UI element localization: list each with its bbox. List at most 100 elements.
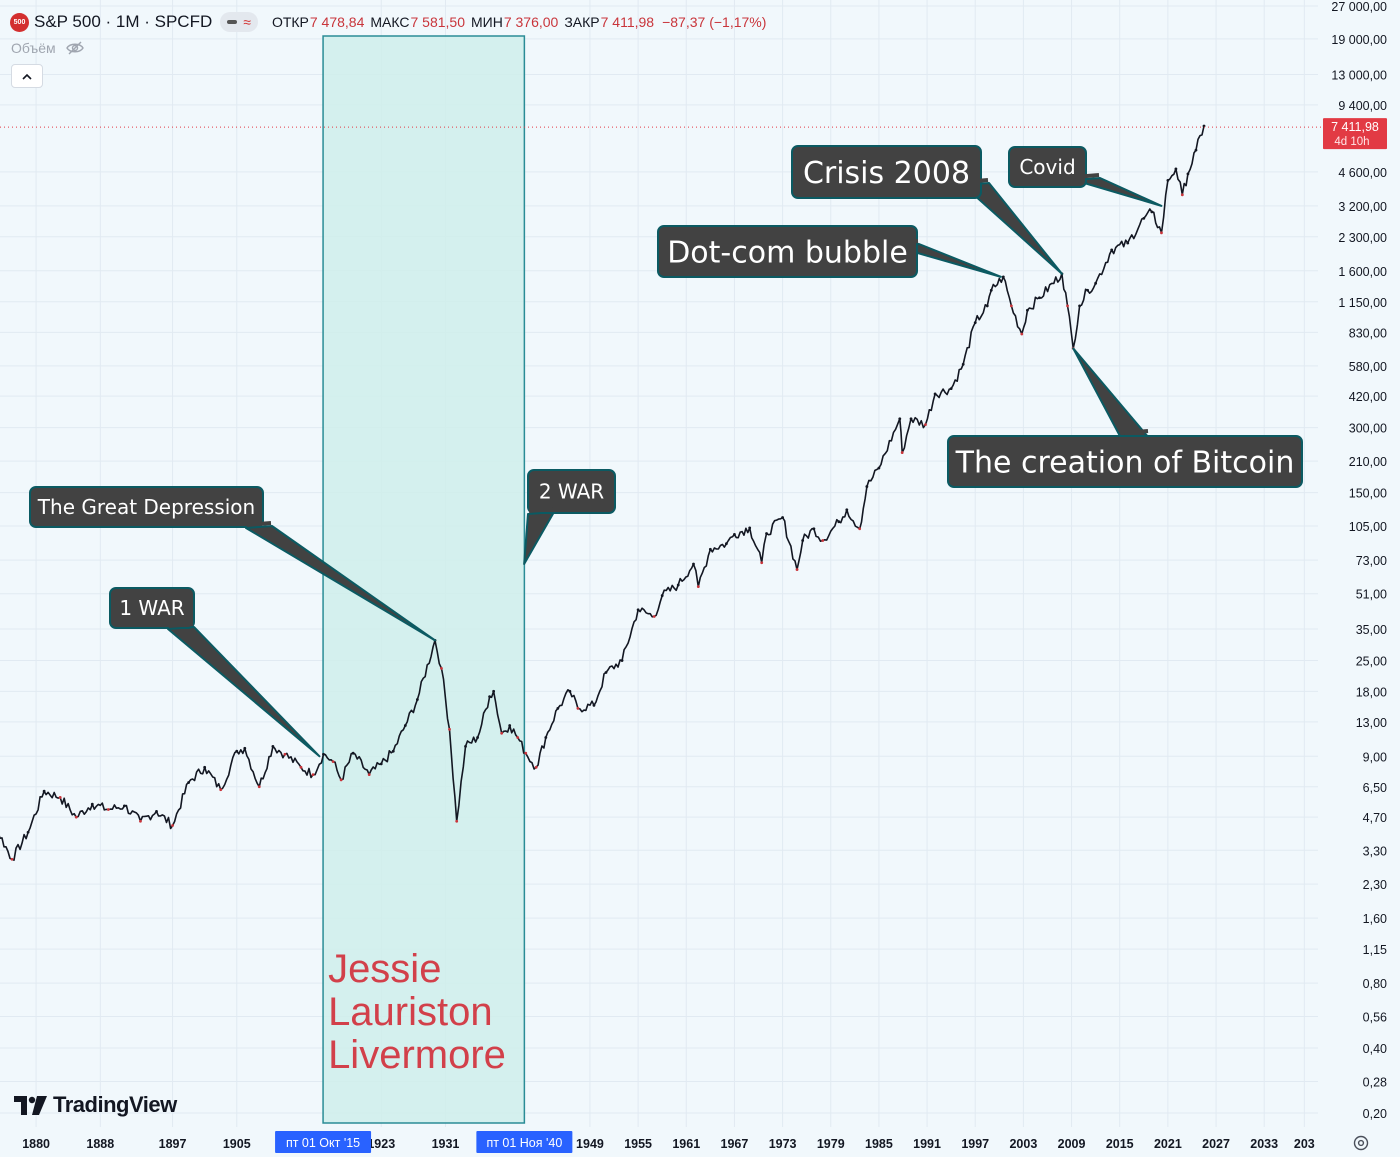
price-tick-label: 580,00: [1349, 360, 1387, 374]
price-tick-label: 1,60: [1363, 912, 1387, 926]
price-point: [725, 542, 728, 546]
time-tick-label: 2033: [1250, 1137, 1278, 1151]
price-point: [1166, 178, 1170, 182]
price-point: [1150, 210, 1154, 214]
price-point: [415, 698, 419, 701]
callout-box: [109, 587, 195, 629]
price-point: [1186, 172, 1190, 176]
time-marker-badge: [275, 1131, 372, 1153]
price-point: [508, 724, 512, 727]
price-point: [544, 736, 548, 739]
price-point: [620, 659, 624, 662]
price-point: [865, 485, 869, 488]
price-point: [1094, 281, 1098, 285]
price-point: [26, 830, 30, 834]
price-point: [516, 736, 520, 739]
callout: Covid: [1008, 146, 1163, 207]
price-point: [604, 671, 608, 674]
callout-box: [791, 145, 982, 199]
high-label: МАКС: [370, 14, 410, 30]
callout-label: Crisis 2008: [803, 156, 970, 191]
price-point: [989, 288, 993, 292]
price-point: [1038, 296, 1041, 300]
callout-pointer: [523, 511, 555, 566]
callout-joint: [528, 507, 554, 513]
price-tick-label: 13,00: [1356, 716, 1387, 730]
tradingview-logo: [14, 1095, 47, 1115]
price-point: [795, 568, 799, 571]
price-tick-label: 3,30: [1363, 844, 1387, 858]
price-point: [592, 703, 596, 707]
low-value: 7 376,00: [503, 14, 559, 30]
annotations: 1 WAR The Great Depression 2 WAR Dot-com bu…: [29, 145, 1303, 758]
price-tick-label: 150,00: [1349, 487, 1387, 501]
tradingview-brand[interactable]: TradingView: [14, 1092, 177, 1118]
open-value: 7 478,84: [309, 14, 365, 30]
price-point: [900, 451, 904, 454]
open-label: ОТКР: [271, 14, 309, 30]
last-price-value: 7 411,98: [1331, 120, 1379, 134]
callout-label: The creation of Bitcoin: [955, 445, 1295, 480]
time-tick-label: 1961: [672, 1137, 700, 1151]
low-label: МИН: [470, 14, 503, 30]
price-point: [1026, 308, 1029, 312]
highlight-name-line: Livermore: [328, 1033, 506, 1077]
time-tick-label: 1979: [817, 1137, 845, 1151]
price-tick-label: 25,00: [1356, 655, 1387, 669]
settings-icon[interactable]: [1352, 1134, 1370, 1152]
callout: The creation of Bitcoin: [947, 347, 1303, 488]
wave-icon: ≈: [243, 14, 251, 30]
price-point: [961, 362, 965, 366]
price-point: [455, 819, 459, 823]
price-point: [933, 392, 937, 396]
price-point: [331, 760, 335, 764]
price-tick-label: 2 300,00: [1338, 231, 1387, 245]
price-point: [765, 532, 768, 535]
time-tick-label: 2003: [1009, 1137, 1037, 1151]
price-point: [660, 594, 664, 597]
price-tick-label: 2,30: [1363, 878, 1387, 892]
price-tick-label: 13 000,00: [1331, 68, 1387, 82]
indicator-toggle[interactable]: ≈: [220, 12, 258, 32]
price-point: [106, 808, 110, 811]
symbol-title[interactable]: S&P 500 · 1M · SPCFD: [34, 12, 213, 31]
time-tick-label: 1923: [367, 1137, 395, 1151]
price-point: [257, 785, 261, 789]
time-axis[interactable]: 1880 1888 1897 1905 1923 1931 1949 1955 1961 1967…: [22, 1131, 1315, 1153]
time-marker-label: пт 01 Ноя '40: [486, 1136, 562, 1150]
price-tick-label: 210,00: [1349, 455, 1387, 469]
price-point: [801, 539, 805, 542]
time-tick-label: 1897: [159, 1137, 187, 1151]
price-point: [1110, 248, 1114, 252]
price-tick-label: 1 150,00: [1338, 296, 1387, 310]
price-point: [748, 526, 752, 530]
price-tick-label: 3 200,00: [1338, 200, 1387, 214]
price-tick-label: 51,00: [1356, 588, 1387, 602]
time-marker-label: пт 01 Окт '15: [286, 1136, 360, 1150]
time-tick-label: 1905: [223, 1137, 251, 1151]
price-point: [1020, 332, 1024, 336]
price-point: [476, 736, 479, 739]
callout-label: 1 WAR: [119, 596, 184, 620]
price-point: [322, 752, 325, 756]
price-point: [858, 527, 862, 531]
callout-box: [527, 469, 616, 514]
price-point: [781, 516, 784, 519]
eye-off-icon[interactable]: [65, 41, 84, 55]
time-tick-label: 203: [1294, 1137, 1315, 1151]
callout-label: Dot-com bubble: [667, 235, 908, 270]
collapse-legend-button[interactable]: [11, 64, 43, 88]
time-tick-label: 2027: [1202, 1137, 1230, 1151]
price-axis[interactable]: 27 000,00 19 000,00 13 000,00 9 400,00 4 600…: [1323, 0, 1387, 1121]
callout-joint: [1074, 173, 1100, 179]
last-price-countdown: 4d 10h: [1334, 136, 1369, 148]
price-point: [576, 707, 580, 710]
price-point: [203, 765, 207, 769]
time-tick-label: 1973: [769, 1137, 797, 1151]
price-point: [1180, 193, 1184, 197]
close-value: 7 411,98: [600, 14, 655, 30]
sp500-logo-icon: 500: [10, 12, 29, 32]
price-point: [235, 749, 239, 753]
